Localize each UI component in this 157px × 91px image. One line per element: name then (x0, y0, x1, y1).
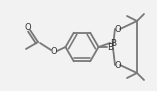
Text: B: B (110, 38, 116, 48)
Text: O: O (115, 61, 121, 70)
Text: O: O (51, 47, 57, 56)
Text: O: O (25, 23, 31, 32)
Text: B: B (107, 42, 113, 52)
Text: O: O (115, 24, 121, 33)
